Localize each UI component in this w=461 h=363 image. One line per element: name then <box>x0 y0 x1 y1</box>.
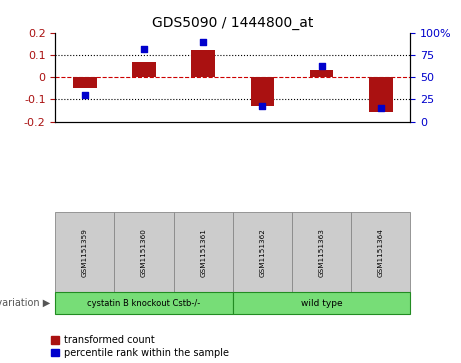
Bar <box>191 50 215 77</box>
Text: GSM1151361: GSM1151361 <box>200 228 206 277</box>
Point <box>81 92 89 98</box>
Text: wild type: wild type <box>301 299 343 307</box>
Bar <box>132 62 156 77</box>
Text: cystatin B knockout Cstb-/-: cystatin B knockout Cstb-/- <box>88 299 201 307</box>
Text: genotype/variation ▶: genotype/variation ▶ <box>0 298 51 308</box>
Bar <box>73 77 97 88</box>
Point <box>377 105 384 111</box>
Bar <box>369 77 392 111</box>
Text: GSM1151363: GSM1151363 <box>319 228 325 277</box>
Point <box>140 46 148 52</box>
Point <box>318 63 325 69</box>
Text: GSM1151362: GSM1151362 <box>260 228 266 277</box>
Point <box>200 39 207 45</box>
Legend: transformed count, percentile rank within the sample: transformed count, percentile rank withi… <box>51 335 229 358</box>
Point <box>259 103 266 109</box>
Text: GSM1151360: GSM1151360 <box>141 228 147 277</box>
Bar <box>310 70 333 77</box>
Text: GSM1151359: GSM1151359 <box>82 228 88 277</box>
Bar <box>251 77 274 106</box>
Text: GSM1151364: GSM1151364 <box>378 228 384 277</box>
Title: GDS5090 / 1444800_at: GDS5090 / 1444800_at <box>152 16 313 30</box>
